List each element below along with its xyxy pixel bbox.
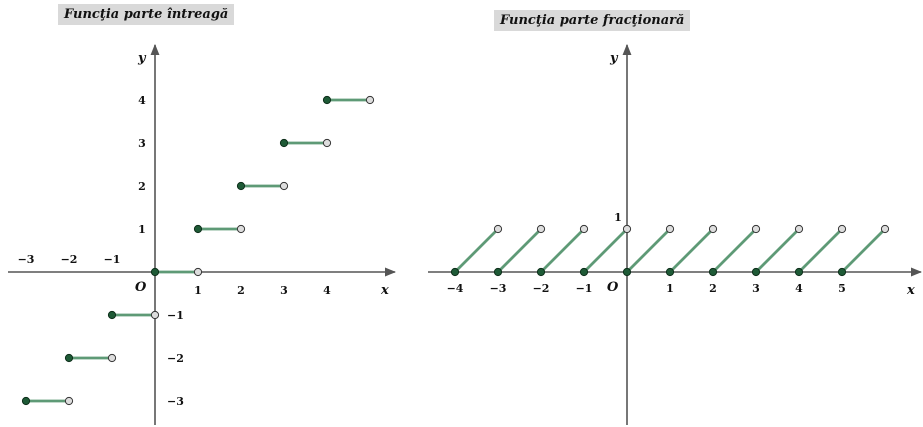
closed-endpoint — [794, 267, 804, 277]
open-endpoint — [880, 224, 890, 234]
closed-endpoint — [21, 396, 31, 406]
y-tick-label: 3 — [138, 137, 146, 150]
x-tick-label: 4 — [323, 284, 331, 297]
open-endpoint — [493, 224, 503, 234]
graph-segment — [797, 227, 844, 274]
open-endpoint — [322, 138, 332, 148]
closed-endpoint — [622, 267, 632, 277]
y-tick-label: −1 — [167, 309, 184, 322]
closed-endpoint — [150, 267, 160, 277]
closed-endpoint — [751, 267, 761, 277]
closed-endpoint — [536, 267, 546, 277]
graph-segment — [453, 227, 500, 274]
closed-endpoint — [579, 267, 589, 277]
open-endpoint — [193, 267, 203, 277]
chart-title-right: Funcţia parte fracţionară — [494, 10, 691, 31]
y-tick-label: 4 — [138, 94, 146, 107]
y-tick-label: 1 — [138, 223, 146, 236]
x-tick-label: −4 — [447, 282, 464, 295]
closed-endpoint — [193, 224, 203, 234]
y-tick-label: −2 — [167, 352, 184, 365]
x-tick-label: 5 — [838, 282, 846, 295]
y-tick-label: 1 — [614, 211, 622, 224]
open-endpoint — [708, 224, 718, 234]
x-tick-label: −3 — [490, 282, 507, 295]
open-endpoint — [665, 224, 675, 234]
graph-segment — [496, 227, 543, 274]
graph-segment — [539, 227, 586, 274]
x-tick-label: −1 — [104, 253, 121, 266]
closed-endpoint — [837, 267, 847, 277]
x-tick-label: −1 — [576, 282, 593, 295]
graph-segment — [754, 227, 801, 274]
origin-label: O — [135, 280, 147, 295]
x-tick-label: −2 — [61, 253, 78, 266]
closed-endpoint — [107, 310, 117, 320]
x-axis-label: x — [380, 283, 389, 298]
open-endpoint — [622, 224, 632, 234]
x-tick-label: −2 — [533, 282, 550, 295]
closed-endpoint — [64, 353, 74, 363]
graph-segment — [625, 227, 672, 274]
open-endpoint — [579, 224, 589, 234]
open-endpoint — [64, 396, 74, 406]
graph-segment — [668, 227, 715, 274]
closed-endpoint — [236, 181, 246, 191]
y-tick-label: 2 — [138, 180, 146, 193]
graph-segment — [711, 227, 758, 274]
open-endpoint — [236, 224, 246, 234]
open-endpoint — [536, 224, 546, 234]
fractional-part-chart: x y O −4 −3 −2 −1 1 2 3 4 5 1 — [428, 43, 923, 425]
y-axis-label: y — [137, 51, 147, 66]
closed-endpoint — [708, 267, 718, 277]
open-endpoint — [794, 224, 804, 234]
x-tick-label: 2 — [709, 282, 717, 295]
x-axis-label: x — [906, 283, 915, 298]
chart-title-left: Funcţia parte întreagă — [58, 4, 235, 25]
closed-endpoint — [665, 267, 675, 277]
graph-segment — [840, 227, 887, 274]
x-tick-label: 3 — [280, 284, 288, 297]
x-tick-label: 1 — [666, 282, 674, 295]
y-axis-label: y — [609, 51, 619, 66]
open-endpoint — [365, 95, 375, 105]
open-endpoint — [150, 310, 160, 320]
x-tick-label: 2 — [237, 284, 245, 297]
x-tick-label: 4 — [795, 282, 803, 295]
closed-endpoint — [493, 267, 503, 277]
origin-label: O — [607, 280, 619, 295]
open-endpoint — [837, 224, 847, 234]
closed-endpoint — [450, 267, 460, 277]
y-tick-label: −3 — [167, 395, 184, 408]
floor-function-chart: x y O −3 −2 −1 1 2 3 4 4 3 2 1 −1 −2 −3 — [8, 43, 397, 425]
closed-endpoint — [322, 95, 332, 105]
closed-endpoint — [279, 138, 289, 148]
x-tick-label: 3 — [752, 282, 760, 295]
open-endpoint — [107, 353, 117, 363]
graph-segment — [582, 227, 629, 274]
open-endpoint — [751, 224, 761, 234]
x-tick-label: 1 — [194, 284, 202, 297]
open-endpoint — [279, 181, 289, 191]
x-tick-label: −3 — [18, 253, 35, 266]
